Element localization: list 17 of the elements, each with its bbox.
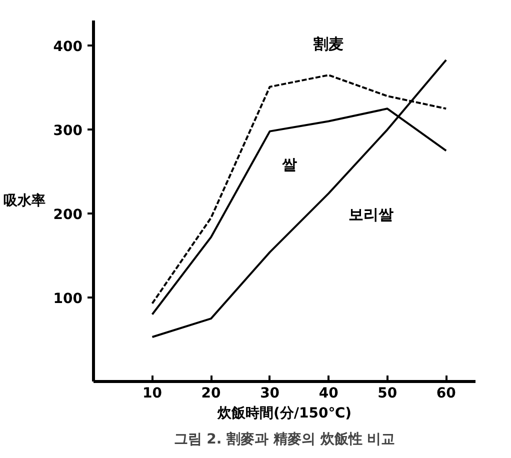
y-tick-label: 200 [53,207,83,224]
x-tick-label: 10 [142,386,162,402]
y-tick-label: 400 [53,39,83,56]
x-tick-label: 60 [436,386,456,402]
x-axis-title: 炊飯時間(分/150℃) [216,406,352,422]
caption: 그림 2. 割麥과 精麥의 炊飯性 비교 [174,430,396,448]
y-tick-label: 100 [53,291,83,308]
series-label: 割麦 [312,35,344,54]
x-tick-label: 20 [201,386,222,402]
series-label: 보리쌀 [348,205,394,224]
x-tick-label: 50 [378,386,398,402]
y-axis-title: 吸水率 [3,192,46,209]
y-tick-label: 300 [53,123,83,140]
line-series [151,58,448,338]
x-tick-label: 40 [318,386,339,402]
series-label: 쌀 [280,155,297,174]
x-tick-label: 30 [260,386,280,402]
